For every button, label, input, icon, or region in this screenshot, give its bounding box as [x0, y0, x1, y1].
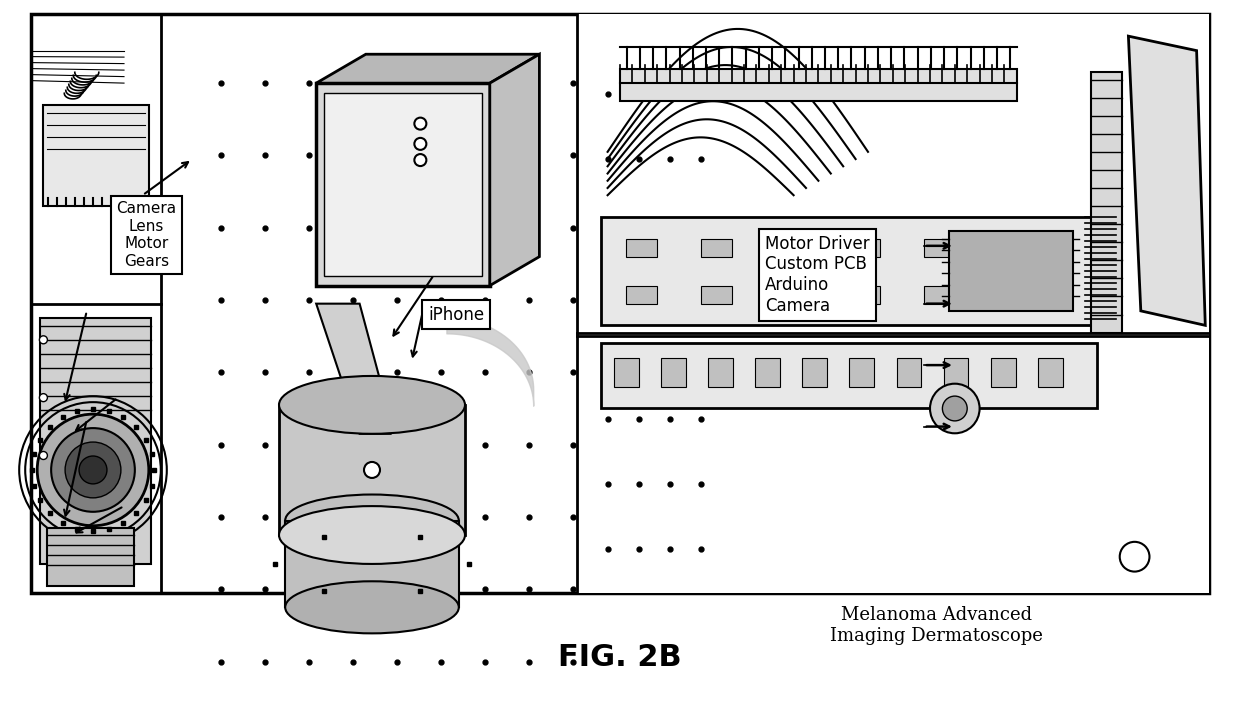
Ellipse shape [279, 376, 465, 434]
Polygon shape [316, 54, 539, 83]
Circle shape [37, 414, 149, 526]
Bar [849, 358, 874, 387]
Circle shape [40, 335, 47, 344]
Bar [755, 358, 780, 387]
Circle shape [414, 138, 427, 150]
Bar [661, 358, 686, 387]
Bar [701, 239, 732, 257]
Bar [944, 358, 968, 387]
Bar [849, 286, 880, 304]
Circle shape [365, 462, 379, 478]
Ellipse shape [285, 581, 459, 633]
Bar [47, 528, 134, 586]
Bar [614, 358, 639, 387]
Bar [775, 286, 806, 304]
Ellipse shape [285, 495, 459, 547]
Circle shape [414, 118, 427, 129]
Bar [924, 286, 955, 304]
Bar [924, 239, 955, 257]
Bar [620, 69, 1017, 101]
Bar [998, 239, 1029, 257]
Ellipse shape [279, 506, 465, 564]
Bar [626, 239, 657, 257]
Bar [849, 239, 880, 257]
Polygon shape [316, 304, 391, 434]
Circle shape [64, 442, 122, 498]
Bar [601, 217, 1097, 325]
Text: FIG. 2B: FIG. 2B [558, 643, 682, 672]
Text: Camera
Lens
Motor
Gears: Camera Lens Motor Gears [117, 202, 176, 268]
Bar [40, 318, 151, 564]
Polygon shape [490, 54, 539, 286]
Text: iPhone: iPhone [428, 306, 485, 323]
Circle shape [1120, 542, 1149, 572]
Bar [324, 93, 482, 275]
Bar [1091, 72, 1122, 333]
Circle shape [942, 396, 967, 421]
Bar [43, 105, 149, 206]
Circle shape [40, 451, 47, 460]
Bar [601, 343, 1097, 408]
Bar [998, 286, 1029, 304]
Circle shape [40, 393, 47, 402]
Bar [285, 521, 459, 607]
Text: Motor Driver
Custom PCB
Arduino
Camera: Motor Driver Custom PCB Arduino Camera [765, 234, 869, 315]
Bar [701, 286, 732, 304]
Circle shape [414, 154, 427, 166]
Text: Melanoma Advanced
Imaging Dermatoscope: Melanoma Advanced Imaging Dermatoscope [830, 606, 1043, 645]
Circle shape [51, 428, 135, 512]
Bar [577, 14, 1209, 593]
Bar [1038, 358, 1063, 387]
Bar [897, 358, 921, 387]
Bar [708, 358, 733, 387]
Bar [802, 358, 827, 387]
Bar [31, 14, 1209, 593]
Bar [949, 231, 1073, 311]
Bar [316, 83, 490, 286]
Bar [991, 358, 1016, 387]
Circle shape [930, 384, 980, 433]
Bar [626, 286, 657, 304]
Polygon shape [1128, 36, 1205, 325]
Circle shape [79, 456, 107, 484]
Bar [279, 405, 465, 535]
Bar [775, 239, 806, 257]
